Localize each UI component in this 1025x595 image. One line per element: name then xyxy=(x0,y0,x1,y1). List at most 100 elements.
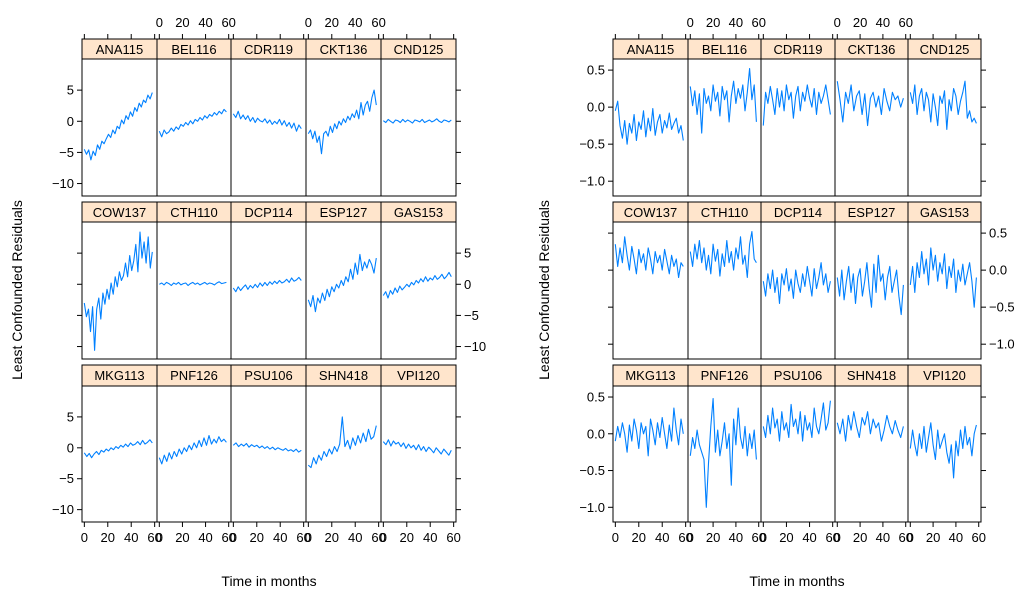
series-line xyxy=(158,108,227,138)
panel-strip-label: CND125 xyxy=(920,42,970,57)
panel-strip-label: ESP127 xyxy=(848,205,896,220)
panel-frame xyxy=(380,58,457,197)
x-tick-label: 20 xyxy=(779,530,793,545)
y-tick-label: −1.0 xyxy=(989,337,1015,352)
panel-strip-label: CKT136 xyxy=(848,42,896,57)
x-tick-label: 0 xyxy=(305,15,312,30)
panel-strip-label: PSU106 xyxy=(244,368,292,383)
x-tick-label: 20 xyxy=(250,530,264,545)
panel-strip-label: CND125 xyxy=(394,42,444,57)
panel-ANA115: ANA115 −10 −5 0 5 xyxy=(52,34,158,197)
x-tick-label: 40 xyxy=(876,530,890,545)
panel-frame xyxy=(834,221,909,360)
panel-VPI120: VPI120 0 20 40 60 xyxy=(380,364,461,545)
series-line xyxy=(614,100,684,145)
y-tick-label: 0.5 xyxy=(989,226,1007,241)
series-line xyxy=(689,68,757,134)
panel-frame xyxy=(380,221,457,360)
panel-CTH110: CTH110 xyxy=(156,201,232,360)
x-tick-label: 40 xyxy=(876,15,890,30)
panel-PSU106: PSU106 0 20 40 60 xyxy=(230,364,311,545)
panel-strip-label: CDR119 xyxy=(774,42,823,57)
y-tick-label: −1.0 xyxy=(579,174,605,189)
panel-strip-label: COW137 xyxy=(624,205,677,220)
panel-GAS153: GAS153 −10 −5 0 5 xyxy=(380,201,486,360)
panel-strip-label: ANA115 xyxy=(627,42,674,57)
series-line xyxy=(307,416,377,469)
x-tick-label: 60 xyxy=(296,530,310,545)
x-tick-label: 60 xyxy=(678,530,692,545)
panel-strip-label: VPI120 xyxy=(923,368,966,383)
y-tick-label: −10 xyxy=(52,502,74,517)
panel-frame xyxy=(612,385,689,523)
panel-strip-label: CTH110 xyxy=(701,205,748,220)
panel-strip-label: PSU106 xyxy=(774,368,822,383)
x-tick-label: 40 xyxy=(198,530,212,545)
x-tick-label: 60 xyxy=(751,15,765,30)
panel-frame xyxy=(230,58,307,197)
panel-frame xyxy=(305,221,382,360)
x-tick-label: 60 xyxy=(898,15,912,30)
x-tick-label: 0 xyxy=(687,15,694,30)
x-tick-label: 40 xyxy=(124,530,138,545)
x-tick-label: 60 xyxy=(825,530,839,545)
panel-frame xyxy=(687,385,762,523)
panel-MKG113: MKG113 −10 −5 0 5 0 20 40 60 xyxy=(52,364,162,545)
x-tick-label: 40 xyxy=(348,530,362,545)
x-tick-label: 20 xyxy=(101,530,115,545)
right-chart-xlabel: Time in months xyxy=(749,573,844,589)
panel-frame xyxy=(907,221,982,360)
x-tick-label: 20 xyxy=(853,530,867,545)
panel-ANA115: ANA115 −1.0 −0.5 0.0 0.5 xyxy=(579,34,689,197)
series-line xyxy=(909,80,977,130)
panel-strip-label: GAS153 xyxy=(394,205,443,220)
y-tick-label: −5 xyxy=(59,471,74,486)
panel-strip-label: GAS153 xyxy=(920,205,969,220)
y-tick-label: −5 xyxy=(464,308,479,323)
x-tick-label: 60 xyxy=(147,530,161,545)
x-tick-label: 0 xyxy=(760,530,767,545)
series-line xyxy=(762,84,831,126)
x-tick-label: 40 xyxy=(198,15,212,30)
series-line xyxy=(836,411,904,442)
x-tick-label: 40 xyxy=(655,530,669,545)
panel-frame xyxy=(760,221,836,360)
panel-strip-label: CTH110 xyxy=(170,205,217,220)
x-tick-label: 20 xyxy=(325,530,339,545)
y-tick-label: 5 xyxy=(464,246,471,261)
panel-VPI120: VPI120 0 20 40 60 xyxy=(907,364,986,545)
x-tick-label: 20 xyxy=(706,15,720,30)
panel-BEL116: BEL116 0 20 40 60 xyxy=(687,15,766,197)
series-line xyxy=(909,422,977,479)
x-tick-label: 0 xyxy=(834,15,841,30)
panel-strip-label: SHN418 xyxy=(319,368,368,383)
series-line xyxy=(83,231,153,351)
x-tick-label: 20 xyxy=(632,530,646,545)
series-line xyxy=(83,92,153,161)
x-tick-label: 40 xyxy=(949,530,963,545)
y-tick-label: 0.0 xyxy=(587,100,605,115)
x-tick-label: 0 xyxy=(81,530,88,545)
series-line xyxy=(232,442,302,453)
panel-CKT136: CKT136 0 20 40 60 xyxy=(305,15,386,197)
y-tick-label: −5 xyxy=(59,145,74,160)
y-tick-label: −0.5 xyxy=(579,463,605,478)
y-tick-label: 0.0 xyxy=(989,263,1007,278)
panel-strip-label: VPI120 xyxy=(397,368,440,383)
panel-strip-label: ANA115 xyxy=(96,42,143,57)
x-tick-label: 0 xyxy=(305,530,312,545)
panel-MKG113: MKG113 −1.0 −0.5 0.0 0.5 0 20 40 60 xyxy=(579,364,693,545)
panel-frame xyxy=(834,58,909,197)
panel-frame xyxy=(834,385,909,523)
x-tick-label: 0 xyxy=(156,530,163,545)
x-tick-label: 40 xyxy=(729,530,743,545)
series-line xyxy=(382,271,452,299)
x-tick-label: 60 xyxy=(446,530,460,545)
panel-frame xyxy=(760,58,836,197)
x-tick-label: 60 xyxy=(221,530,235,545)
x-tick-label: 0 xyxy=(612,530,619,545)
y-tick-label: 0 xyxy=(464,277,471,292)
panel-CND125: CND125 xyxy=(907,34,986,197)
